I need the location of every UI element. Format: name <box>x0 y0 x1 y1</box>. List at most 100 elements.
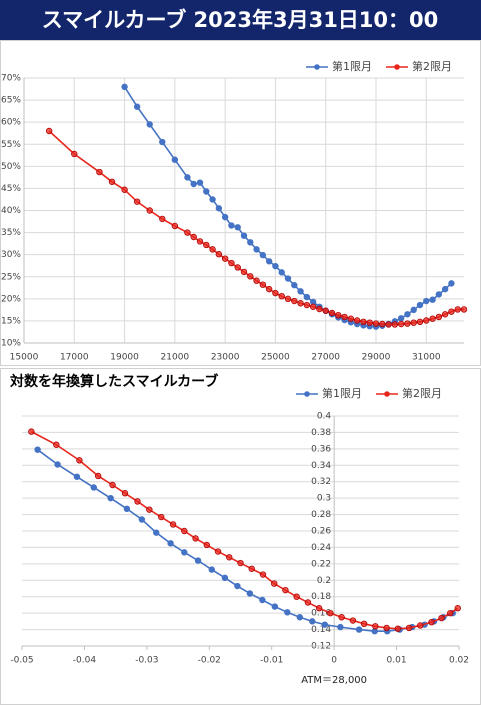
y-tick-label: 0.34 <box>311 461 331 471</box>
y-tick-label: 35% <box>1 228 21 238</box>
x-tick-label: -0.02 <box>198 656 221 666</box>
data-point <box>221 255 229 262</box>
data-point <box>28 428 35 435</box>
data-point <box>322 307 329 314</box>
y-tick-label: 0.14 <box>311 625 331 635</box>
data-point <box>194 557 202 564</box>
data-point <box>184 229 191 236</box>
data-point <box>282 586 289 594</box>
data-point <box>146 506 153 513</box>
y-tick-label: 30% <box>1 250 21 260</box>
data-point <box>246 590 254 597</box>
data-point <box>158 513 165 521</box>
data-point <box>181 527 188 535</box>
x-tick-label: 27000 <box>311 353 340 363</box>
data-point <box>309 303 317 310</box>
data-point <box>349 617 357 624</box>
data-point <box>96 168 103 176</box>
x-tick-label: 0 <box>331 656 337 666</box>
y-tick-label: 0.4 <box>317 412 332 422</box>
data-point <box>410 319 417 326</box>
data-point <box>397 315 405 322</box>
y-tick-label: 0.24 <box>311 543 331 553</box>
y-tick-label: 45% <box>1 184 21 194</box>
y-tick-label: 60% <box>1 118 21 128</box>
chart-frame <box>0 40 481 366</box>
data-point <box>360 620 368 628</box>
data-point <box>272 289 279 297</box>
data-point <box>291 297 298 305</box>
data-point <box>73 473 81 480</box>
data-point <box>133 198 141 205</box>
data-point <box>53 441 60 448</box>
data-point <box>278 292 285 300</box>
data-point <box>226 554 233 561</box>
data-point <box>228 259 235 267</box>
y-tick-label: 20% <box>1 294 21 304</box>
data-point <box>109 481 116 489</box>
x-tick-label: 21000 <box>161 353 190 363</box>
data-point <box>190 233 197 241</box>
data-point <box>327 609 334 617</box>
data-point <box>134 498 141 505</box>
data-point <box>337 623 344 631</box>
data-point <box>54 461 61 468</box>
data-point <box>454 605 461 612</box>
y-tick-label: 0.16 <box>311 609 331 619</box>
data-point <box>192 535 199 542</box>
data-point <box>234 582 241 590</box>
x-tick-label: 0.02 <box>449 656 469 666</box>
data-point <box>247 239 254 246</box>
data-point <box>447 609 454 617</box>
data-point <box>404 320 411 327</box>
data-point <box>416 318 424 325</box>
data-point <box>221 574 229 582</box>
data-point <box>34 446 41 453</box>
data-point <box>247 273 254 280</box>
data-point <box>429 296 436 303</box>
data-point <box>304 599 312 606</box>
data-point <box>181 549 188 556</box>
data-point <box>121 186 128 193</box>
data-point <box>410 306 417 314</box>
data-point <box>169 521 177 528</box>
x-tick-label: 25000 <box>261 353 290 363</box>
data-point <box>328 309 336 317</box>
data-point <box>347 315 355 322</box>
data-point <box>121 490 129 497</box>
data-point <box>355 626 363 633</box>
data-point <box>108 178 116 185</box>
data-point <box>423 317 430 324</box>
data-point <box>404 311 411 318</box>
x-tick-label: -0.05 <box>10 656 33 666</box>
data-point <box>190 180 197 188</box>
data-point <box>240 268 248 276</box>
legend-marker <box>314 64 320 70</box>
data-point <box>196 238 204 245</box>
data-point <box>284 609 291 616</box>
y-tick-label: 0.36 <box>311 444 331 454</box>
data-point <box>215 205 223 212</box>
data-point <box>360 318 367 325</box>
x-tick-label: -0.03 <box>135 656 158 666</box>
data-point <box>209 196 216 203</box>
data-point <box>417 622 424 629</box>
y-tick-label: 70% <box>1 74 21 84</box>
data-point <box>416 301 424 309</box>
data-point <box>383 624 390 632</box>
legend-marker <box>384 391 390 397</box>
data-point <box>234 264 241 271</box>
data-point <box>94 472 102 480</box>
data-point <box>405 624 413 632</box>
data-point <box>338 614 345 621</box>
data-point <box>203 188 210 195</box>
data-point <box>321 621 328 628</box>
data-point <box>316 305 323 313</box>
data-point <box>428 618 435 626</box>
data-point <box>284 275 292 282</box>
data-point <box>184 174 191 181</box>
data-point <box>379 320 386 328</box>
data-point <box>146 207 153 214</box>
y-tick-label: 0.28 <box>311 510 331 520</box>
